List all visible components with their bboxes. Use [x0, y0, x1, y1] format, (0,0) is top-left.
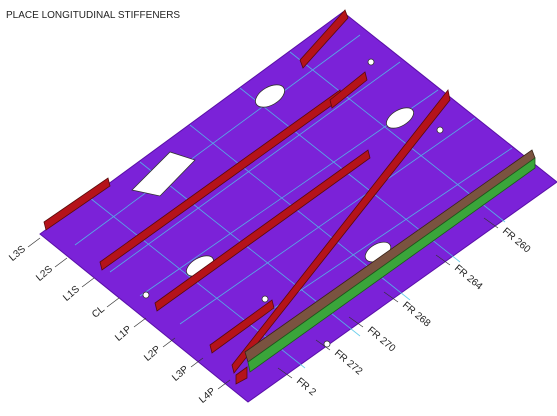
longitudinal-label: L1P: [113, 324, 134, 344]
deck-plate: [40, 10, 557, 402]
frame-label: FR 264: [452, 263, 485, 293]
longitudinal-label: L2P: [142, 344, 163, 364]
leader-line: [28, 238, 40, 247]
cad-viewport: PLACE LONGITUDINAL STIFFENERS: [0, 0, 557, 416]
leader-line: [163, 338, 175, 347]
longitudinal-label: L2S: [34, 264, 55, 284]
longitudinal-label: L3S: [7, 244, 28, 264]
leader-line: [82, 278, 94, 287]
view-title: PLACE LONGITUDINAL STIFFENERS: [6, 10, 180, 21]
frame-label: FR 272: [332, 348, 365, 378]
leader-line: [134, 318, 146, 327]
longitudinal-label: L4P: [197, 386, 218, 406]
frame-label: FR 268: [400, 300, 433, 330]
leader-line: [55, 258, 67, 267]
longitudinal-label: L1S: [61, 284, 82, 304]
frame-label: FR 260: [500, 226, 533, 256]
frame-label: FR 270: [365, 325, 398, 355]
longitudinal-label: CL: [90, 304, 107, 321]
frame-label: FR 2: [294, 376, 318, 399]
leader-line: [107, 298, 119, 307]
longitudinal-label: L3P: [170, 364, 191, 384]
